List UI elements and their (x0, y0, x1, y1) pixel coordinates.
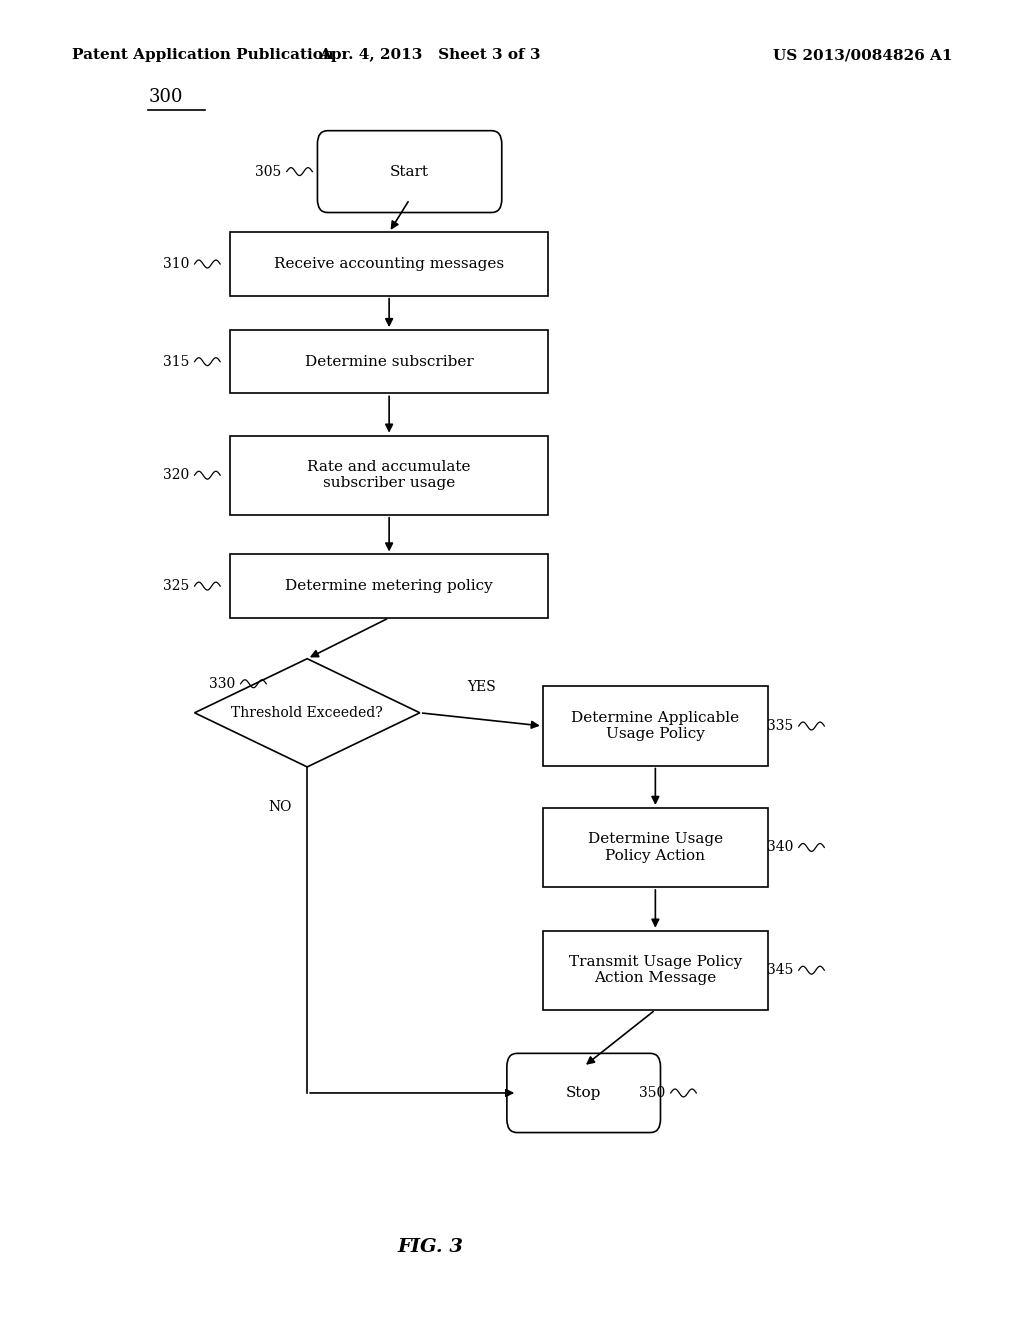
Text: Patent Application Publication: Patent Application Publication (72, 49, 334, 62)
Text: 310: 310 (163, 257, 189, 271)
Text: Determine Usage
Policy Action: Determine Usage Policy Action (588, 833, 723, 862)
Text: Determine subscriber: Determine subscriber (305, 355, 473, 368)
Text: Determine Applicable
Usage Policy: Determine Applicable Usage Policy (571, 711, 739, 741)
Text: 325: 325 (163, 579, 189, 593)
Text: Apr. 4, 2013   Sheet 3 of 3: Apr. 4, 2013 Sheet 3 of 3 (319, 49, 541, 62)
FancyBboxPatch shape (507, 1053, 660, 1133)
Text: 350: 350 (639, 1086, 666, 1100)
Bar (230, 436, 548, 515)
Bar (543, 808, 768, 887)
Text: 330: 330 (209, 677, 236, 690)
Text: US 2013/0084826 A1: US 2013/0084826 A1 (773, 49, 952, 62)
FancyBboxPatch shape (317, 131, 502, 213)
Text: 320: 320 (163, 469, 189, 482)
Bar (230, 232, 548, 296)
Text: YES: YES (467, 680, 496, 694)
Text: Start: Start (390, 165, 429, 178)
Polygon shape (195, 659, 420, 767)
Text: Receive accounting messages: Receive accounting messages (274, 257, 504, 271)
Text: 335: 335 (767, 719, 794, 733)
Bar (230, 330, 548, 393)
Bar (230, 554, 548, 618)
Text: Threshold Exceeded?: Threshold Exceeded? (231, 706, 383, 719)
Text: Determine metering policy: Determine metering policy (286, 579, 493, 593)
Text: FIG. 3: FIG. 3 (397, 1238, 463, 1257)
Bar (543, 686, 768, 766)
Text: 300: 300 (148, 87, 183, 106)
Text: Stop: Stop (566, 1086, 601, 1100)
Text: 305: 305 (255, 165, 282, 178)
Text: Rate and accumulate
subscriber usage: Rate and accumulate subscriber usage (307, 461, 471, 490)
Text: 340: 340 (767, 841, 794, 854)
Text: 315: 315 (163, 355, 189, 368)
Text: NO: NO (268, 800, 292, 814)
Text: 345: 345 (767, 964, 794, 977)
Bar (543, 931, 768, 1010)
Text: Transmit Usage Policy
Action Message: Transmit Usage Policy Action Message (568, 956, 742, 985)
